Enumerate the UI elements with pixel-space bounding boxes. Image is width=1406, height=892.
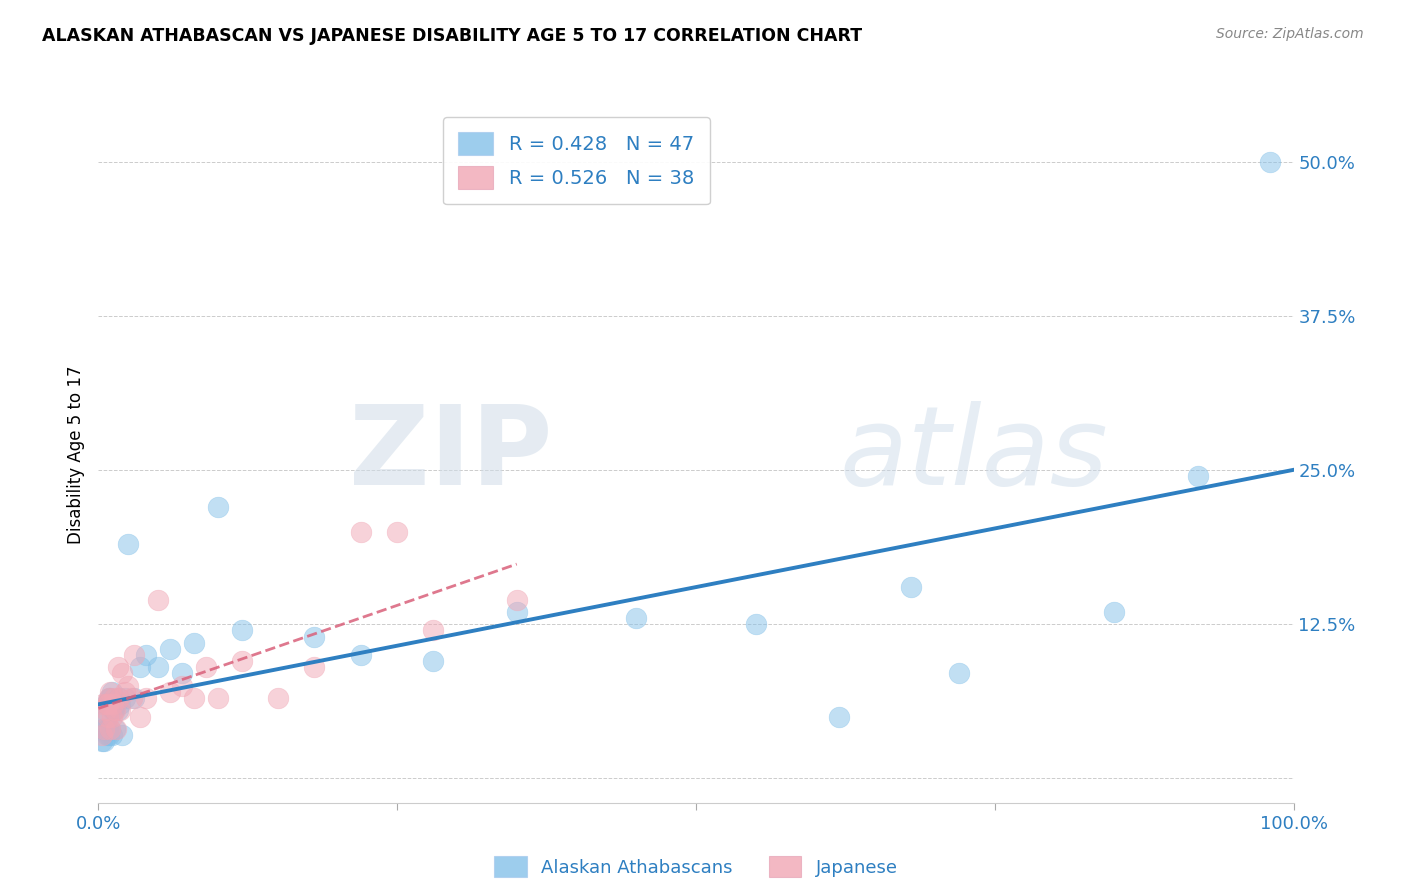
Point [103,691,125,706]
Point [159,641,181,656]
Point [98,691,122,706]
Point [107,703,129,717]
Point [96,709,118,723]
Point [114,691,136,706]
Point [104,703,127,717]
Point [104,722,127,736]
Point [91,698,114,712]
Point [1258,155,1281,169]
Point [93,709,115,723]
Text: ZIP: ZIP [349,401,553,508]
Point [745,617,768,632]
Point [194,660,217,674]
Point [183,691,205,706]
Text: atlas: atlas [839,401,1108,508]
Point [100,709,122,723]
Point [100,728,122,742]
Point [231,624,253,638]
Point [97,709,120,723]
Point [107,660,129,674]
Point [94,703,117,717]
Point [624,611,647,625]
Point [108,698,131,712]
Point [91,734,114,748]
Point [172,666,194,681]
Point [98,691,121,706]
Point [111,666,134,681]
Point [302,660,325,674]
Point [124,648,146,662]
Point [183,636,205,650]
Point [172,679,194,693]
Legend: Alaskan Athabascans, Japanese: Alaskan Athabascans, Japanese [486,849,905,884]
Point [98,691,121,706]
Point [117,679,139,693]
Point [302,630,325,644]
Point [105,722,128,736]
Point [94,698,117,712]
Point [207,500,229,515]
Point [117,537,139,551]
Point [98,722,122,736]
Point [1187,469,1209,483]
Point [97,698,120,712]
Point [108,703,131,717]
Point [111,728,134,742]
Text: Source: ZipAtlas.com: Source: ZipAtlas.com [1216,27,1364,41]
Point [422,624,444,638]
Point [129,709,152,723]
Point [506,605,529,619]
Point [100,685,122,699]
Point [350,648,373,662]
Point [93,734,115,748]
Point [207,691,229,706]
Y-axis label: Disability Age 5 to 17: Disability Age 5 to 17 [66,366,84,544]
Point [91,722,114,736]
Point [948,666,970,681]
Point [98,728,121,742]
Point [98,722,122,736]
Text: ALASKAN ATHABASCAN VS JAPANESE DISABILITY AGE 5 TO 17 CORRELATION CHART: ALASKAN ATHABASCAN VS JAPANESE DISABILIT… [42,27,862,45]
Point [1102,605,1125,619]
Point [97,698,120,712]
Point [828,709,851,723]
Point [101,698,124,712]
Point [124,691,146,706]
Point [129,660,152,674]
Point [114,685,136,699]
Point [96,728,118,742]
Point [101,703,124,717]
Point [231,654,253,668]
Point [148,660,170,674]
Point [159,685,181,699]
Point [267,691,290,706]
Point [97,722,120,736]
Point [135,691,157,706]
Point [107,691,129,706]
Point [103,703,125,717]
Point [107,691,129,706]
Point [96,698,118,712]
Point [385,524,409,539]
Point [506,592,529,607]
Point [91,728,114,742]
Point [422,654,444,668]
Point [135,648,157,662]
Point [900,580,922,594]
Point [105,698,128,712]
Point [93,722,115,736]
Point [94,722,117,736]
Point [350,524,373,539]
Point [121,691,143,706]
Point [98,685,122,699]
Point [148,592,170,607]
